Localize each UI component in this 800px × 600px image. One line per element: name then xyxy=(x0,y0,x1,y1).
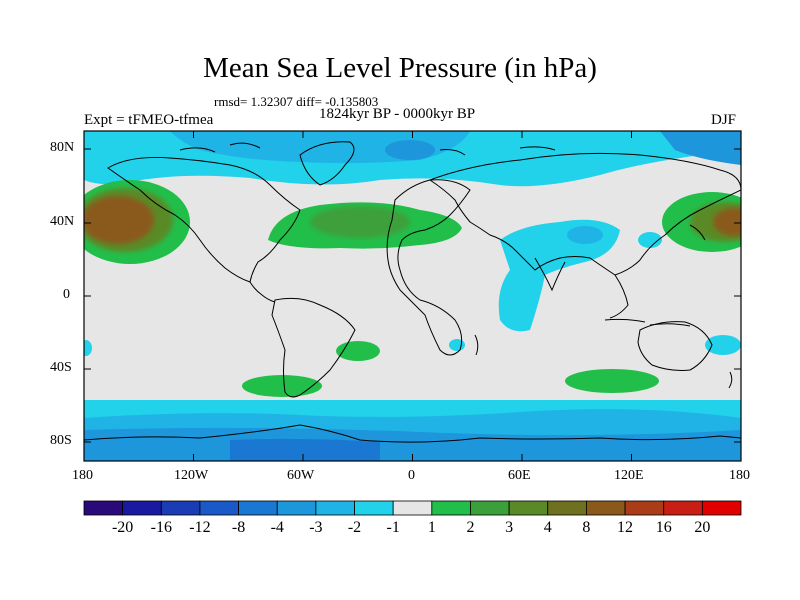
colorbar-label: 16 xyxy=(655,519,672,536)
contour-pos1-indian-south xyxy=(565,369,659,393)
colorbar-swatch xyxy=(470,500,510,516)
colorbar-swatch xyxy=(586,500,626,516)
contour-neg1-south-pacific xyxy=(84,340,92,356)
colorbar-swatch xyxy=(83,500,124,516)
x-tick-label: 180 xyxy=(72,468,93,483)
colorbar-swatch xyxy=(199,500,239,516)
colorbar-label: 20 xyxy=(694,519,711,536)
chart-title: Mean Sea Level Pressure (in hPa) xyxy=(203,52,597,84)
colorbar-label: 8 xyxy=(582,519,591,536)
contour-pos1-south-atlantic xyxy=(336,341,380,361)
colorbar-swatch xyxy=(354,500,394,516)
colorbar-label: 4 xyxy=(543,519,552,536)
colorbar-label: 1 xyxy=(427,519,436,536)
contour-pos1-south-america xyxy=(242,375,322,397)
colorbar-label: -16 xyxy=(150,519,172,536)
colorbar-swatch xyxy=(663,500,703,516)
axis-ticks xyxy=(83,131,742,461)
colorbar-label: -3 xyxy=(309,519,323,536)
colorbar-label: 3 xyxy=(505,519,514,536)
y-tick-label: 80N xyxy=(50,140,75,155)
x-tick-label: 60E xyxy=(508,468,531,483)
contour-neg2-himalaya xyxy=(567,226,603,244)
experiment-label: Expt = tFMEO-tfmea xyxy=(84,112,214,128)
x-tick-label: 120W xyxy=(174,468,209,483)
colorbar-label: -8 xyxy=(231,519,246,536)
contour-neg3-east-siberia xyxy=(660,131,741,165)
x-tick-label: 180 xyxy=(729,468,750,483)
contour-pos8-north-pacific xyxy=(84,196,154,244)
colorbar-swatch xyxy=(624,500,665,516)
stats-line: rmsd= 1.32307 diff= -0.135803 xyxy=(214,94,379,109)
colorbar-label: 2 xyxy=(466,519,475,536)
y-tick-label: 0 xyxy=(63,287,70,302)
y-tick-label: 40N xyxy=(50,214,75,229)
y-tick-label: 40S xyxy=(50,360,72,375)
colorbar-label: -1 xyxy=(386,519,400,536)
contour-pos2-north-atlantic xyxy=(310,206,410,238)
x-tick-label: 0 xyxy=(408,468,415,483)
coastlines xyxy=(84,141,741,443)
contour-pos8-nw-pacific xyxy=(713,208,741,236)
contour-neg4-antarctica xyxy=(230,438,380,461)
colorbar-swatch xyxy=(315,500,355,516)
colorbar-label: -12 xyxy=(189,519,211,536)
colorbar-label: 12 xyxy=(617,519,634,536)
x-tick-label: 120E xyxy=(614,468,644,483)
colorbar-swatch xyxy=(160,500,201,516)
colorbar-swatch xyxy=(392,500,433,516)
y-tick-label: 80S xyxy=(50,433,72,448)
colorbar-swatch xyxy=(701,500,742,516)
contour-neg3-north-atlantic xyxy=(385,140,435,160)
colorbar-swatch xyxy=(431,500,471,516)
contour-neg1-tasman xyxy=(705,335,741,355)
season-label: DJF xyxy=(711,112,737,128)
x-tick-label: 60W xyxy=(287,468,315,483)
colorbar-swatch xyxy=(238,500,278,516)
contour-neg1-indian-ocean xyxy=(498,219,620,332)
colorbar-swatch xyxy=(547,500,587,516)
colorbar-swatch xyxy=(508,500,549,516)
period-label: 1824kyr BP - 0000kyr BP xyxy=(319,106,476,122)
colorbar-label: -2 xyxy=(347,519,362,536)
colorbar-label: -4 xyxy=(270,519,284,536)
colorbar-swatch xyxy=(276,500,317,516)
contour-neg1-china xyxy=(638,232,662,248)
colorbar-swatch xyxy=(122,500,162,516)
colorbar-label: -20 xyxy=(111,519,134,536)
